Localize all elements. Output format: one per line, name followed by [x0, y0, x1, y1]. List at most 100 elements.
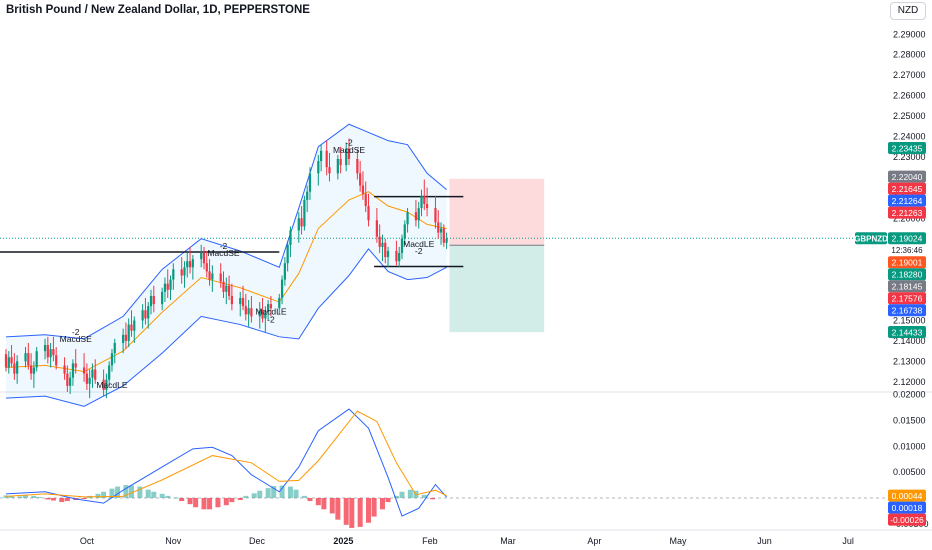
macd-histogram-bar: [223, 497, 229, 506]
candle: [27, 342, 30, 370]
macd-series-signal: [5, 410, 447, 498]
candle-body: [200, 253, 203, 260]
candle-body: [347, 148, 351, 159]
candle: [4, 349, 8, 372]
take-profit-zone: [449, 245, 545, 333]
time-tick-label: Dec: [249, 536, 266, 546]
candle-body: [403, 224, 406, 239]
macd-histogram-bar: [357, 497, 363, 527]
macd-histogram-bar: [257, 490, 263, 498]
candle: [211, 265, 214, 292]
candle: [239, 291, 242, 317]
price-label-box: [888, 501, 926, 514]
symbol-tag-text: GBPNZD: [854, 235, 888, 244]
price-label: 2.21263: [888, 206, 926, 219]
currency-button[interactable]: NZD: [890, 2, 926, 20]
candle: [250, 295, 253, 323]
signal-label: MacdSE: [60, 334, 92, 344]
candle-body: [211, 273, 214, 280]
candle-body: [82, 367, 86, 374]
candle-body: [423, 195, 426, 204]
signal-label: -2: [267, 315, 275, 325]
macd-histogram-bar: [115, 486, 121, 498]
time-tick-label: Feb: [422, 536, 438, 546]
price-label-text: 2.18280: [892, 270, 923, 280]
candle: [345, 142, 348, 172]
candle: [336, 154, 339, 180]
price-label: 2.18145: [888, 280, 926, 293]
candle-body: [439, 228, 443, 233]
macd-histogram-bar: [207, 497, 213, 510]
candle: [29, 353, 33, 380]
symbol-tag-box: [855, 232, 887, 245]
candle: [381, 234, 384, 262]
time-tick-label: Mar: [500, 536, 516, 546]
candle: [306, 185, 309, 213]
candles: [4, 138, 448, 399]
candle-body: [445, 238, 448, 243]
candle: [261, 297, 264, 323]
candle: [74, 349, 77, 374]
candle: [102, 369, 105, 397]
candle: [208, 259, 211, 286]
price-label-text: 2.16738: [892, 306, 923, 316]
candle: [361, 171, 365, 200]
candle-body: [319, 150, 323, 162]
macd-histogram-bar: [145, 489, 151, 498]
macd-price-label: -0.00026: [888, 513, 926, 526]
price-label: 2.22040: [888, 170, 926, 183]
candle-body: [63, 365, 66, 374]
candle: [437, 210, 440, 239]
candle-body: [127, 324, 130, 341]
candle: [258, 302, 261, 329]
price-label-text: 2.21264: [892, 196, 923, 206]
candle: [152, 285, 155, 313]
candle: [269, 295, 273, 317]
price-label-text: -0.00026: [890, 515, 924, 525]
candle-body: [384, 242, 387, 258]
macd-series-macd: [5, 408, 447, 517]
macd-price-label: 0.00018: [888, 501, 926, 514]
bollinger-basis: [5, 191, 447, 373]
candle-body: [442, 228, 445, 243]
candle-body: [188, 261, 192, 268]
candle: [110, 349, 114, 372]
candle-body: [105, 379, 108, 390]
macd-histogram-bar: [50, 497, 56, 501]
candle-body: [261, 310, 264, 319]
candle: [91, 363, 94, 388]
candle-body: [317, 161, 320, 174]
stop-loss-zone: [449, 178, 545, 246]
chart-background: [0, 178, 932, 531]
candle-body: [88, 377, 91, 384]
candle-body: [367, 206, 370, 221]
candle-body: [361, 185, 365, 194]
candle: [147, 302, 150, 329]
macd-histogram-bar: [137, 486, 143, 498]
candle: [417, 201, 420, 229]
candle-body: [230, 295, 233, 305]
macd-histogram-bar: [109, 488, 115, 498]
price-label-box: [888, 268, 926, 281]
candle: [202, 246, 206, 270]
candle-body: [166, 283, 169, 290]
macd-histogram-bar: [17, 496, 23, 498]
candle: [241, 285, 245, 311]
candle-body: [378, 236, 381, 247]
candle-body: [227, 285, 231, 296]
candle: [186, 253, 189, 278]
price-label-box: [888, 206, 926, 219]
signal-label: MacdSE: [333, 145, 365, 155]
signal-annotations: -2MacdSEMacdLE-2MacdSEMacdLE-2-2MacdSEMa…: [60, 138, 435, 390]
macd-histogram-bar: [366, 497, 372, 523]
macd-histogram-bar: [193, 497, 199, 508]
candle-body: [55, 355, 58, 366]
candle-body: [308, 173, 312, 192]
candle: [169, 275, 172, 301]
candle-body: [110, 353, 114, 366]
candle: [398, 246, 401, 268]
candle: [439, 222, 443, 245]
macd-histogram-bar: [329, 497, 335, 514]
